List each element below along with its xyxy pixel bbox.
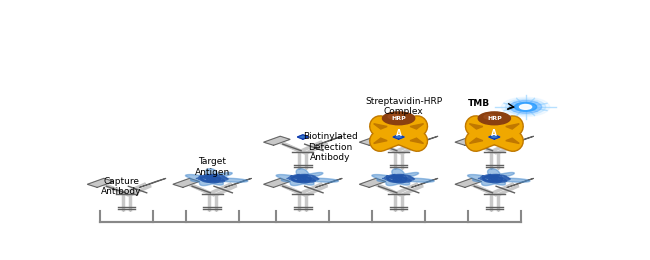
Text: A: A	[491, 129, 497, 138]
Polygon shape	[316, 136, 342, 145]
Polygon shape	[393, 135, 404, 139]
Polygon shape	[225, 178, 252, 187]
Circle shape	[388, 114, 399, 119]
Circle shape	[478, 112, 510, 125]
Polygon shape	[469, 124, 483, 129]
Polygon shape	[264, 136, 290, 145]
Polygon shape	[455, 136, 482, 145]
Polygon shape	[489, 135, 500, 139]
Text: HRP: HRP	[487, 116, 502, 121]
Text: TMB: TMB	[468, 99, 490, 108]
Text: Capture
Antibody: Capture Antibody	[101, 177, 142, 196]
Text: Streptavidin-HRP
Complex: Streptavidin-HRP Complex	[365, 97, 442, 116]
Polygon shape	[264, 178, 290, 187]
Circle shape	[510, 101, 541, 113]
Polygon shape	[455, 178, 482, 187]
Circle shape	[506, 99, 546, 115]
Polygon shape	[359, 178, 385, 187]
Circle shape	[519, 105, 532, 109]
Polygon shape	[506, 124, 519, 129]
Polygon shape	[87, 178, 114, 187]
Polygon shape	[467, 169, 530, 186]
Text: Target
Antigen: Target Antigen	[194, 157, 230, 177]
Polygon shape	[297, 135, 309, 139]
Polygon shape	[316, 178, 342, 187]
Text: A: A	[396, 129, 402, 138]
Circle shape	[484, 114, 495, 119]
Polygon shape	[469, 138, 483, 144]
Polygon shape	[411, 178, 438, 187]
Polygon shape	[410, 124, 424, 129]
Polygon shape	[507, 178, 534, 187]
Polygon shape	[411, 136, 438, 145]
Polygon shape	[374, 138, 387, 144]
Polygon shape	[506, 138, 519, 144]
Polygon shape	[372, 169, 434, 186]
Text: HRP: HRP	[391, 116, 406, 121]
Polygon shape	[140, 178, 166, 187]
Polygon shape	[276, 169, 339, 186]
Polygon shape	[374, 124, 387, 129]
Circle shape	[382, 112, 415, 125]
Polygon shape	[185, 169, 248, 186]
Circle shape	[514, 102, 537, 111]
Polygon shape	[173, 178, 200, 187]
Polygon shape	[507, 136, 534, 145]
Polygon shape	[359, 136, 385, 145]
Polygon shape	[410, 138, 424, 144]
Circle shape	[501, 97, 550, 116]
Text: Biotinylated
Detection
Antibody: Biotinylated Detection Antibody	[304, 132, 358, 162]
